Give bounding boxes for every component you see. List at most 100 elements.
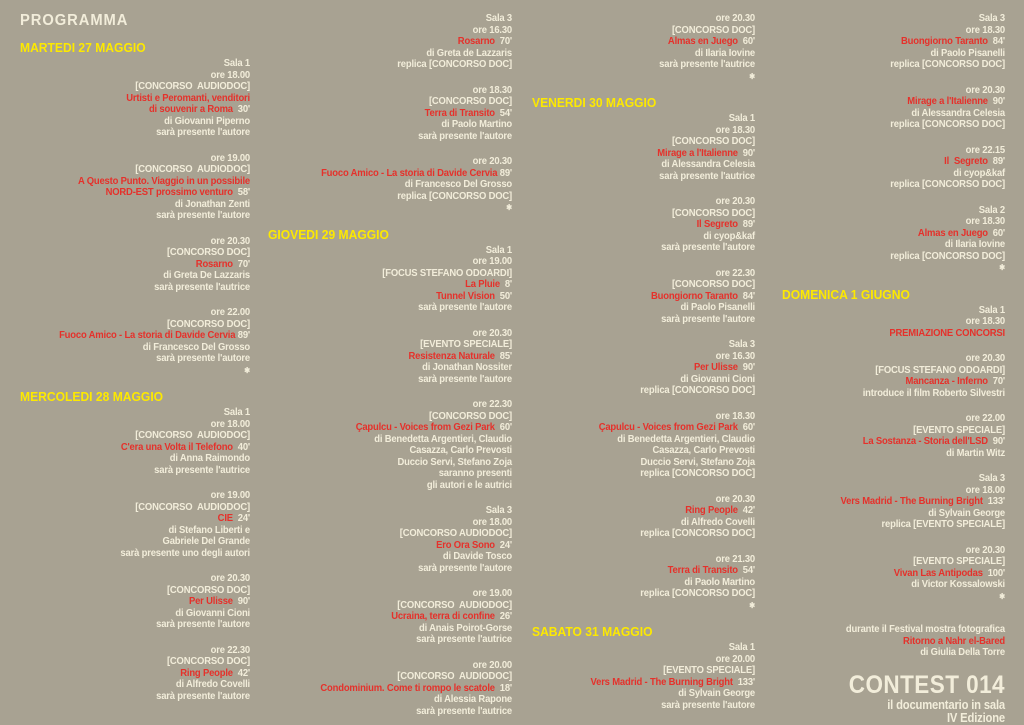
text-segment: Casazza, Carlo Prevosti [652,444,756,456]
text-segment: SABATO 31 MAGGIO [532,624,653,639]
text-line: [CONCORSO AUDIODOC] [43,429,250,442]
text-line: di Alessandra Celesia [554,158,755,171]
text-line: ✱ [43,365,250,377]
text-segment: ore 20.30 [472,155,513,167]
text-segment: sarà presente l'autore [418,561,512,574]
footnote-star-icon: ✱ [999,591,1005,601]
text-segment: Duccio Servi, Stefano Zoja [640,455,755,468]
text-segment: [FOCUS STEFANO ODOARDI] [382,266,512,279]
text-segment: Rosarno [457,35,495,47]
text-segment: sarà presente l'autrice [659,169,755,182]
text-segment: Urtisti e Peromanti, venditori [126,91,250,104]
screening-block: ore 20.30 Fuoco Amico - La storia di Davi… [268,155,513,214]
text-segment: [CONCORSO DOC] [671,135,755,147]
text-line: ✱ [804,591,1005,603]
text-segment: sarà presente l'autore [156,126,250,138]
text-segment: Sala 1 [223,57,250,69]
text-segment: di Jonathan Nossiter [422,361,512,373]
text-line: Ring People 42' [554,504,755,517]
text-line: Ero Ora Sono 24' [292,539,512,552]
text-segment: sarà presente l'autore [156,209,250,221]
text-line: ✱ [554,600,755,612]
text-segment: di Alfredo Covelli [680,515,755,528]
day-heading-label: GIOVEDI 29 MAGGIO [268,227,495,242]
text-segment: di Ilaria Iovine [694,46,755,59]
day-heading-label: MARTEDI 27 MAGGIO [20,41,234,55]
text-segment: ore 16.30 [472,23,513,36]
text-segment: ore 22.30 [472,398,513,410]
text-line: ore 21.30 [554,552,756,566]
text-line: Almas en Juego 60' [554,35,755,48]
text-segment: replica [CONCORSO DOC] [890,178,1005,190]
text-segment: di Alessandra Celesia [661,158,755,170]
screening-block: ore 22.30 [CONCORSO DOC] Ring People 42' di… [20,643,251,703]
text-segment: Ritorno a Nahr el-Bared [903,634,1005,647]
text-segment: di Alessandra Celesia [911,106,1005,119]
day-heading: GIOVEDI 29 MAGGIO [268,227,512,242]
text-line: Terra di Transito 54' [554,564,756,577]
screening-block: Sala 3 ore 16.30 Rosarno 70' di Greta de La… [268,12,513,71]
text-segment: ore 19.00 [210,151,251,164]
text-line: di Stefano Liberti e [43,524,251,537]
text-line: La Sostanza - Storia dell'LSD 90' [804,435,1005,448]
text-segment: ore 18.30 [965,215,1006,227]
text-segment: Per Ulisse [188,595,233,607]
screening-block: Sala 3 ore 18.30 Buongiorno Taranto 84' di … [782,12,1005,71]
text-segment: [EVENTO SPECIALE] [420,338,512,350]
text-line: replica [CONCORSO DOC] [292,190,512,203]
day-heading: DOMENICA 1 GIUGNO [782,287,1005,302]
screening-block: ore 20.30 [FOCUS STEFANO ODOARDI] Mancanza… [782,352,1005,399]
text-segment: 90' [232,595,250,607]
screening-block: Sala 1 ore 18.30 PREMIAZIONE CONCORSI [782,304,1005,340]
text-line: Il Segreto 89' [554,218,756,231]
text-segment: [CONCORSO DOC] [166,655,250,667]
text-segment: 84' [737,289,755,302]
text-segment: La Pluie [465,278,500,290]
footnote-star-icon: ✱ [244,365,250,375]
text-segment: Vers Madrid - The Burning Bright [590,675,733,688]
text-segment: 60' [737,35,755,47]
text-line: di Paolo Martino [554,576,755,589]
text-segment: 89' [235,329,250,341]
footnote-star-icon: ✱ [749,600,755,610]
text-line: di Paolo Pisanelli [554,301,756,314]
text-segment: ore 22.00 [210,306,251,318]
screening-block: ore 22.30 [CONCORSO DOC] Buongiorno Tarant… [532,267,756,326]
text-segment: di Sylvain George [928,506,1005,519]
text-line: [CONCORSO DOC] [43,655,250,668]
text-segment: ore 21.30 [715,552,756,565]
text-line: replica [CONCORSO DOC] [554,527,755,540]
text-line: di Benedetta Argentieri, Claudio [554,433,755,446]
text-line: ore 20.00 [292,659,513,672]
text-segment: ore 19.00 [472,587,513,599]
text-line: sarà presente l'autore [43,209,250,222]
text-segment: ore 22.30 [210,643,251,656]
text-line: Duccio Servi, Stefano Zoja [292,456,512,469]
screening-block: Sala 3 ore 18.00 Vers Madrid - The Burning… [782,472,1006,531]
text-segment: ore 19.00 [472,255,513,267]
text-line: A Questo Punto. Viaggio in un possibile [43,175,250,188]
text-segment: ore 18.30 [715,123,756,136]
text-line: [FOCUS STEFANO ODOARDI] [804,364,1005,377]
text-segment: ore 22.15 [965,143,1006,156]
text-line: [CONCORSO AUDIODOC] [43,80,250,93]
text-line: Sala 2 [804,204,1005,217]
text-segment: sarà presente l'autore [156,352,250,364]
day-heading-label: MERCOLEDI 28 MAGGIO [20,390,234,404]
text-line: Gabriele Del Grande [43,535,251,548]
text-line: [CONCORSO DOC] [554,278,755,291]
text-segment: 58' [232,186,250,198]
text-line: CIE 24' [43,512,251,525]
text-segment: 26' [494,610,512,622]
text-line: ore 20.30 [554,12,756,25]
text-segment: 89' [737,218,755,230]
text-line: ore 20.30 [554,195,756,208]
text-segment: C'era una Volta il Telefono [120,440,233,453]
photo-exhibit-note: durante il Festival mostra fotografica Ri… [782,623,1005,659]
text-segment: [CONCORSO AUDIODOC] [397,670,512,682]
text-segment: Sala 1 [223,406,250,418]
program-column-2: Sala 3 ore 16.30 Rosarno 70' di Greta de La… [268,12,513,717]
text-line: Sala 3 [554,338,755,351]
text-line: durante il Festival mostra fotografica [804,623,1005,636]
text-line: [CONCORSO AUDIODOC] [43,501,250,514]
